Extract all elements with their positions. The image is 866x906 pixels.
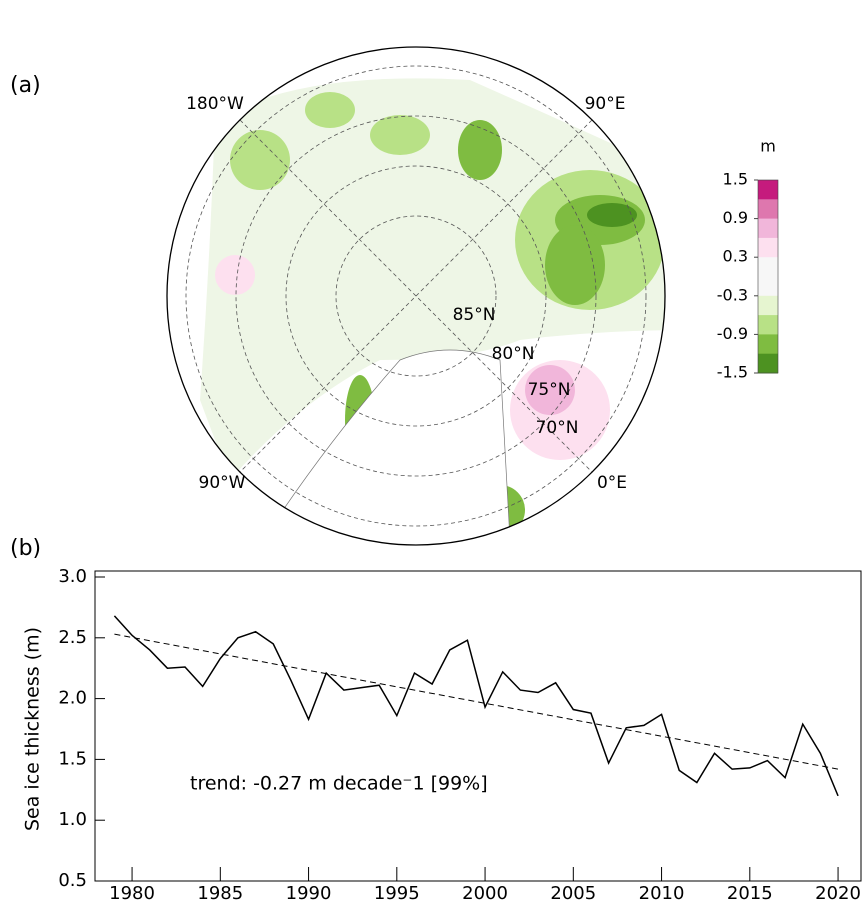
data-line	[113, 615, 839, 797]
x-tick-label: 2000	[462, 883, 508, 904]
x-tick-label: 2010	[639, 883, 685, 904]
y-tick-label: 2.0	[58, 688, 87, 709]
y-tick-label: 1.5	[58, 748, 87, 769]
longitude-label: 90°E	[585, 94, 626, 114]
colorbar-tick-label: -0.9	[717, 324, 748, 343]
y-tick-label: 0.5	[58, 870, 87, 891]
colorbar-band	[758, 295, 778, 316]
latitude-label: 85°N	[453, 305, 496, 325]
colorbar-band	[758, 199, 778, 220]
latitude-label: 70°N	[536, 418, 579, 438]
colorbar-title: m	[760, 137, 776, 156]
x-tick-label: 1995	[374, 883, 420, 904]
panel-label: (a)	[10, 73, 41, 98]
y-tick-label: 3.0	[58, 566, 87, 587]
colorbar-frame	[757, 179, 779, 374]
colorbar-band	[758, 315, 778, 335]
trend-annotation: trend: -0.27 m decade⁻1 [99%]	[190, 773, 488, 795]
x-tick-label: 2020	[815, 883, 861, 904]
longitude-label: 180°W	[186, 94, 244, 114]
y-tick-label: 2.5	[58, 627, 87, 648]
plot-frame	[94, 570, 862, 882]
colorbar-tick-label: 0.3	[723, 247, 748, 266]
colorbar-tick-label: 0.9	[723, 208, 748, 227]
x-tick-label: 2005	[550, 883, 596, 904]
map-boundary	[166, 46, 666, 546]
colorbar-band	[758, 334, 778, 355]
trend-line	[114, 633, 839, 770]
x-tick-label: 1990	[286, 883, 332, 904]
x-tick-label: 2015	[727, 883, 773, 904]
longitude-label: 0°E	[597, 473, 627, 493]
colorbar-tick-label: -1.5	[717, 363, 748, 382]
y-tick-label: 1.0	[58, 809, 87, 830]
longitude-label: 90°W	[199, 473, 246, 493]
colorbar-band	[758, 353, 778, 374]
x-tick-label: 1985	[197, 883, 243, 904]
y-axis-label: Sea ice thickness (m)	[22, 627, 44, 831]
map-graticule	[185, 65, 647, 527]
colorbar-band	[758, 257, 778, 277]
panel-label: (b)	[10, 536, 41, 561]
colorbar-tick-label: -0.3	[717, 285, 748, 304]
colorbar-band	[758, 218, 778, 239]
x-tick-label: 1980	[109, 883, 155, 904]
colorbar-band	[758, 237, 778, 258]
colorbar-band	[758, 276, 778, 297]
colorbar-tick-label: 1.5	[723, 170, 748, 189]
latitude-label: 75°N	[528, 380, 571, 400]
colorbar-band	[758, 180, 778, 200]
latitude-label: 80°N	[492, 344, 535, 364]
